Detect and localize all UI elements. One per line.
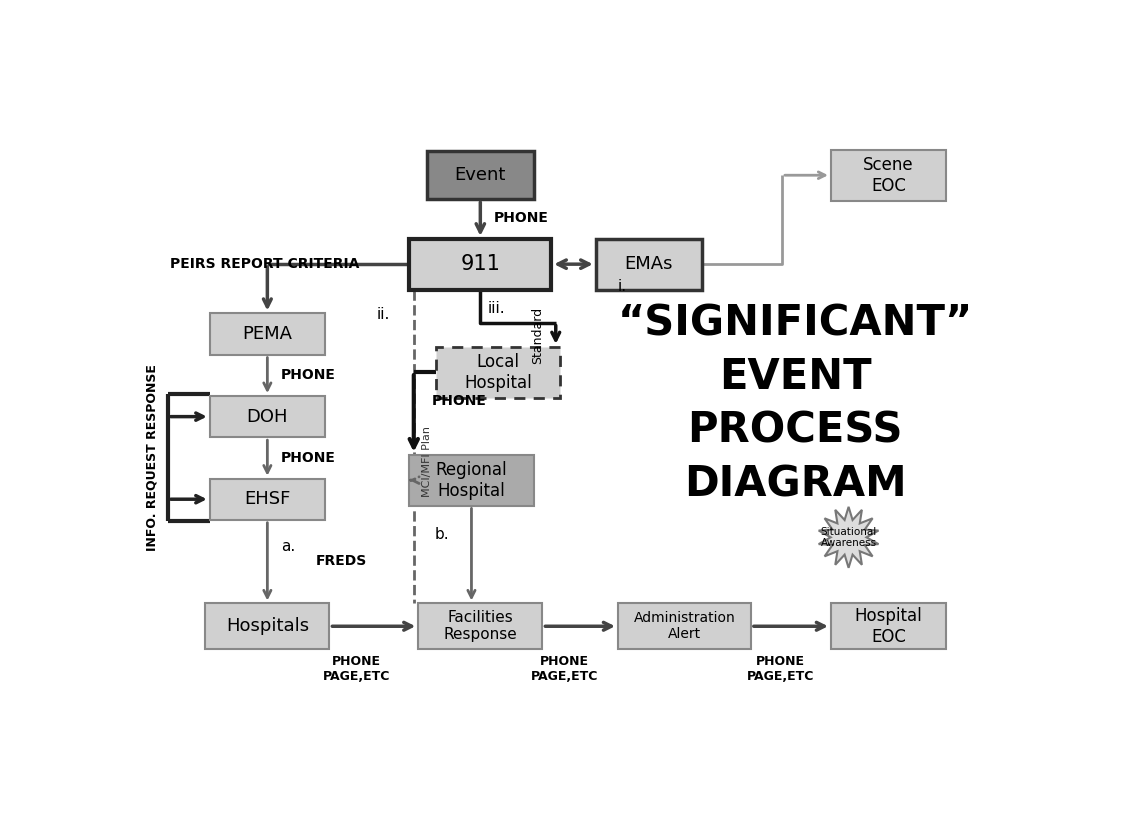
FancyBboxPatch shape	[210, 478, 325, 520]
Text: Local
Hospital: Local Hospital	[464, 353, 532, 392]
Text: EMAs: EMAs	[625, 255, 673, 273]
Text: PHONE: PHONE	[281, 368, 335, 382]
Text: PHONE
PAGE,ETC: PHONE PAGE,ETC	[531, 655, 599, 683]
FancyBboxPatch shape	[418, 603, 543, 649]
FancyBboxPatch shape	[427, 152, 534, 199]
Text: Administration
Alert: Administration Alert	[633, 611, 735, 641]
Text: Standard: Standard	[531, 307, 544, 364]
Text: PEIRS REPORT CRITERIA: PEIRS REPORT CRITERIA	[169, 257, 360, 271]
Text: Situational
Awareness: Situational Awareness	[821, 526, 877, 548]
Text: EHSF: EHSF	[244, 490, 291, 508]
FancyBboxPatch shape	[436, 346, 560, 398]
Text: Scene
EOC: Scene EOC	[863, 156, 914, 195]
Text: PHONE: PHONE	[493, 211, 548, 225]
Text: DOH: DOH	[246, 408, 289, 426]
Text: Facilities
Response: Facilities Response	[443, 610, 518, 643]
Text: PHONE: PHONE	[432, 394, 487, 408]
FancyBboxPatch shape	[210, 396, 325, 437]
FancyBboxPatch shape	[205, 603, 330, 649]
Polygon shape	[819, 507, 878, 568]
Text: ii.: ii.	[377, 308, 389, 323]
Text: PHONE
PAGE,ETC: PHONE PAGE,ETC	[323, 655, 389, 683]
FancyBboxPatch shape	[210, 314, 325, 355]
FancyBboxPatch shape	[410, 455, 534, 506]
FancyBboxPatch shape	[595, 238, 702, 290]
Text: i.: i.	[618, 279, 627, 294]
Text: FREDS: FREDS	[316, 554, 368, 568]
FancyBboxPatch shape	[410, 238, 552, 290]
Text: Regional
Hospital: Regional Hospital	[435, 460, 507, 500]
Text: PEMA: PEMA	[243, 325, 292, 343]
Text: PHONE: PHONE	[281, 451, 335, 465]
Text: iii.: iii.	[488, 301, 505, 316]
Text: 911: 911	[460, 254, 500, 274]
Text: PHONE
PAGE,ETC: PHONE PAGE,ETC	[747, 655, 814, 683]
Text: Hospital
EOC: Hospital EOC	[854, 607, 923, 646]
FancyBboxPatch shape	[831, 603, 946, 649]
FancyBboxPatch shape	[831, 150, 946, 200]
Text: b.: b.	[435, 526, 449, 542]
Text: a.: a.	[281, 540, 295, 554]
Text: Hospitals: Hospitals	[226, 617, 309, 635]
Text: MCI/MFI Plan: MCI/MFI Plan	[423, 426, 432, 497]
Text: Event: Event	[455, 166, 506, 184]
Text: “SIGNIFICANT”
EVENT
PROCESS
DIAGRAM: “SIGNIFICANT” EVENT PROCESS DIAGRAM	[617, 303, 973, 505]
Text: INFO. REQUEST RESPONSE: INFO. REQUEST RESPONSE	[145, 365, 158, 551]
FancyBboxPatch shape	[618, 603, 751, 649]
